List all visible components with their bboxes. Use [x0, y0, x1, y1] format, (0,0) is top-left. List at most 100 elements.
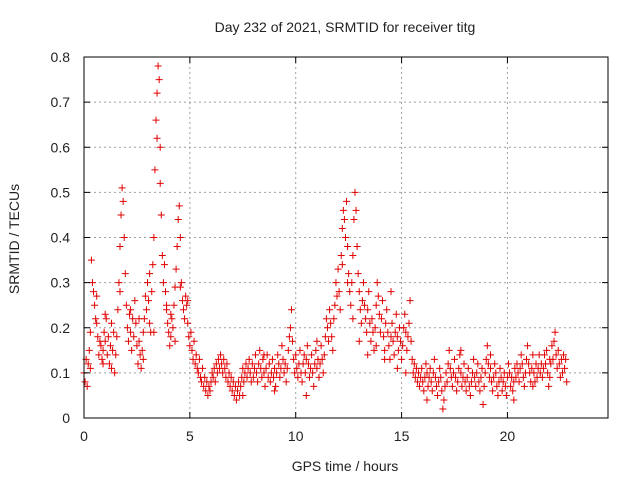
data-point — [148, 288, 156, 296]
data-point — [317, 342, 325, 350]
data-point — [275, 360, 283, 368]
data-point — [489, 387, 497, 395]
data-point — [369, 328, 377, 336]
data-point — [442, 369, 450, 377]
data-point — [427, 378, 435, 386]
data-point — [188, 346, 196, 354]
data-point — [492, 369, 500, 377]
data-point — [402, 369, 410, 377]
data-point — [473, 369, 481, 377]
data-point — [538, 373, 546, 381]
data-point — [499, 378, 507, 386]
data-point — [363, 328, 371, 336]
data-point — [481, 369, 489, 377]
data-point — [476, 387, 484, 395]
data-point — [322, 315, 330, 323]
data-point — [265, 360, 273, 368]
data-point — [388, 319, 396, 327]
data-point — [349, 252, 357, 260]
data-point — [123, 324, 131, 332]
data-point — [358, 297, 366, 305]
data-point — [548, 342, 556, 350]
data-point — [174, 215, 182, 223]
data-point — [220, 355, 228, 363]
data-point — [154, 62, 162, 70]
data-point — [201, 373, 209, 381]
data-point — [545, 382, 553, 390]
data-point — [95, 351, 103, 359]
data-point — [331, 301, 339, 309]
data-point — [300, 351, 308, 359]
data-point — [195, 355, 203, 363]
data-point — [524, 342, 532, 350]
y-tick-label: 0.7 — [51, 94, 71, 110]
data-point — [139, 328, 147, 336]
data-point — [451, 355, 459, 363]
data-point — [282, 378, 290, 386]
data-point — [433, 382, 441, 390]
data-point — [466, 391, 474, 399]
data-point — [504, 360, 512, 368]
data-point — [379, 297, 387, 305]
data-point — [509, 387, 517, 395]
data-point — [338, 261, 346, 269]
data-point — [184, 319, 192, 327]
data-point — [344, 243, 352, 251]
data-point — [530, 369, 538, 377]
data-point — [138, 346, 146, 354]
data-point — [279, 355, 287, 363]
data-point — [205, 382, 213, 390]
data-point — [514, 369, 522, 377]
data-point — [135, 337, 143, 345]
data-point — [424, 382, 432, 390]
data-point — [115, 279, 123, 287]
data-point — [385, 342, 393, 350]
data-point — [97, 342, 105, 350]
data-point — [119, 197, 127, 205]
data-point — [184, 297, 192, 305]
data-point — [128, 346, 136, 354]
data-point — [484, 360, 492, 368]
data-point — [105, 360, 113, 368]
data-point — [434, 391, 442, 399]
data-point — [376, 328, 384, 336]
data-point — [152, 116, 160, 124]
data-point — [274, 351, 282, 359]
data-point — [266, 378, 274, 386]
data-point — [546, 355, 554, 363]
data-point — [368, 315, 376, 323]
data-point — [121, 270, 129, 278]
data-point — [418, 364, 426, 372]
data-point — [156, 179, 164, 187]
data-point — [124, 337, 132, 345]
data-point — [194, 369, 202, 377]
data-point — [131, 297, 139, 305]
data-point — [191, 360, 199, 368]
data-point — [253, 369, 261, 377]
data-point — [423, 369, 431, 377]
data-point — [93, 319, 101, 327]
data-point — [475, 378, 483, 386]
data-point — [553, 364, 561, 372]
data-point — [373, 279, 381, 287]
data-point — [362, 315, 370, 323]
data-point — [458, 382, 466, 390]
data-point — [392, 310, 400, 318]
data-point — [88, 279, 96, 287]
data-point — [472, 382, 480, 390]
data-point — [339, 206, 347, 214]
data-point — [281, 360, 289, 368]
data-point — [145, 297, 153, 305]
y-tick-label: 0 — [62, 410, 70, 426]
data-point — [544, 369, 552, 377]
data-point — [223, 360, 231, 368]
data-point — [209, 373, 217, 381]
data-point — [340, 215, 348, 223]
data-point — [277, 364, 285, 372]
data-point — [383, 306, 391, 314]
data-point — [529, 382, 537, 390]
data-point — [344, 279, 352, 287]
data-point — [390, 351, 398, 359]
data-point — [110, 328, 118, 336]
data-point — [496, 364, 504, 372]
